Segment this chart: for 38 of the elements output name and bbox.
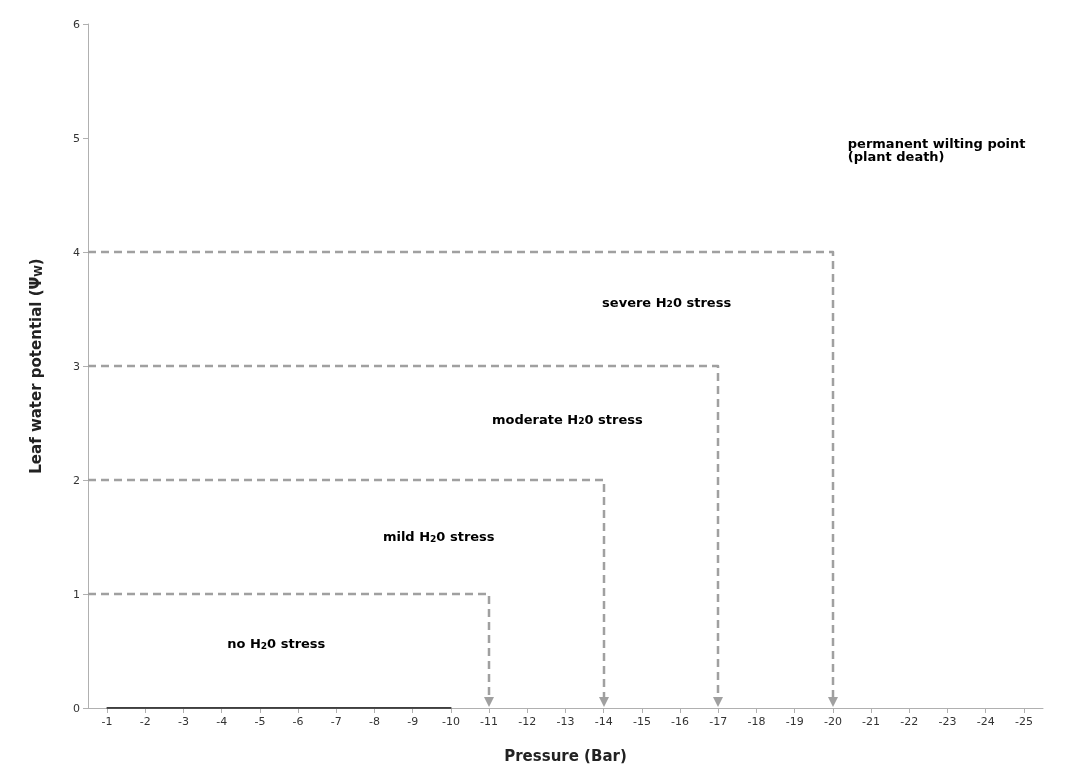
y-tick-label: 0	[73, 701, 80, 715]
x-tick-label: -13	[556, 715, 575, 728]
x-tick-label: -3	[178, 715, 189, 728]
x-tick-label: -24	[976, 715, 995, 728]
x-tick-label: -16	[671, 715, 690, 728]
y-tick-label: 3	[73, 359, 80, 373]
annotation: mild H20 stress	[382, 529, 495, 545]
annotation: no H20 stress	[227, 636, 326, 652]
x-tick-label: -22	[900, 715, 919, 728]
y-tick-label: 1	[73, 587, 80, 601]
x-tick-label: -10	[441, 715, 460, 728]
x-tick-label: -8	[369, 715, 380, 728]
x-axis-title: Pressure (Bar)	[504, 746, 627, 765]
x-tick-label: -15	[632, 715, 651, 728]
x-tick-label: -21	[862, 715, 881, 728]
annotation: moderate H20 stress	[491, 411, 643, 427]
y-tick-label: 5	[73, 131, 80, 145]
x-tick-label: -7	[330, 715, 342, 728]
x-tick-label: -19	[785, 715, 804, 728]
x-tick-label: -6	[292, 715, 304, 728]
x-tick-label: -11	[480, 715, 499, 728]
y-tick-label: 2	[73, 473, 80, 487]
y-tick-label: 6	[73, 17, 80, 31]
x-tick-label: -4	[216, 715, 228, 728]
x-tick-label: -18	[747, 715, 766, 728]
x-tick-label: -1	[101, 715, 113, 728]
x-tick-label: -9	[407, 715, 419, 728]
x-tick-label: -5	[254, 715, 266, 728]
x-tick-label: -2	[139, 715, 151, 728]
x-tick-label: -23	[938, 715, 957, 728]
annotation: severe H20 stress	[602, 294, 732, 310]
x-tick-label: -14	[594, 715, 613, 728]
x-tick-label: -25	[1014, 715, 1033, 728]
y-tick-label: 4	[73, 245, 80, 259]
x-tick-label: -17	[709, 715, 728, 728]
annotation: permanent wilting point (plant death)	[847, 135, 1026, 164]
x-tick-label: -20	[823, 715, 842, 728]
x-tick-label: -12	[518, 715, 537, 728]
